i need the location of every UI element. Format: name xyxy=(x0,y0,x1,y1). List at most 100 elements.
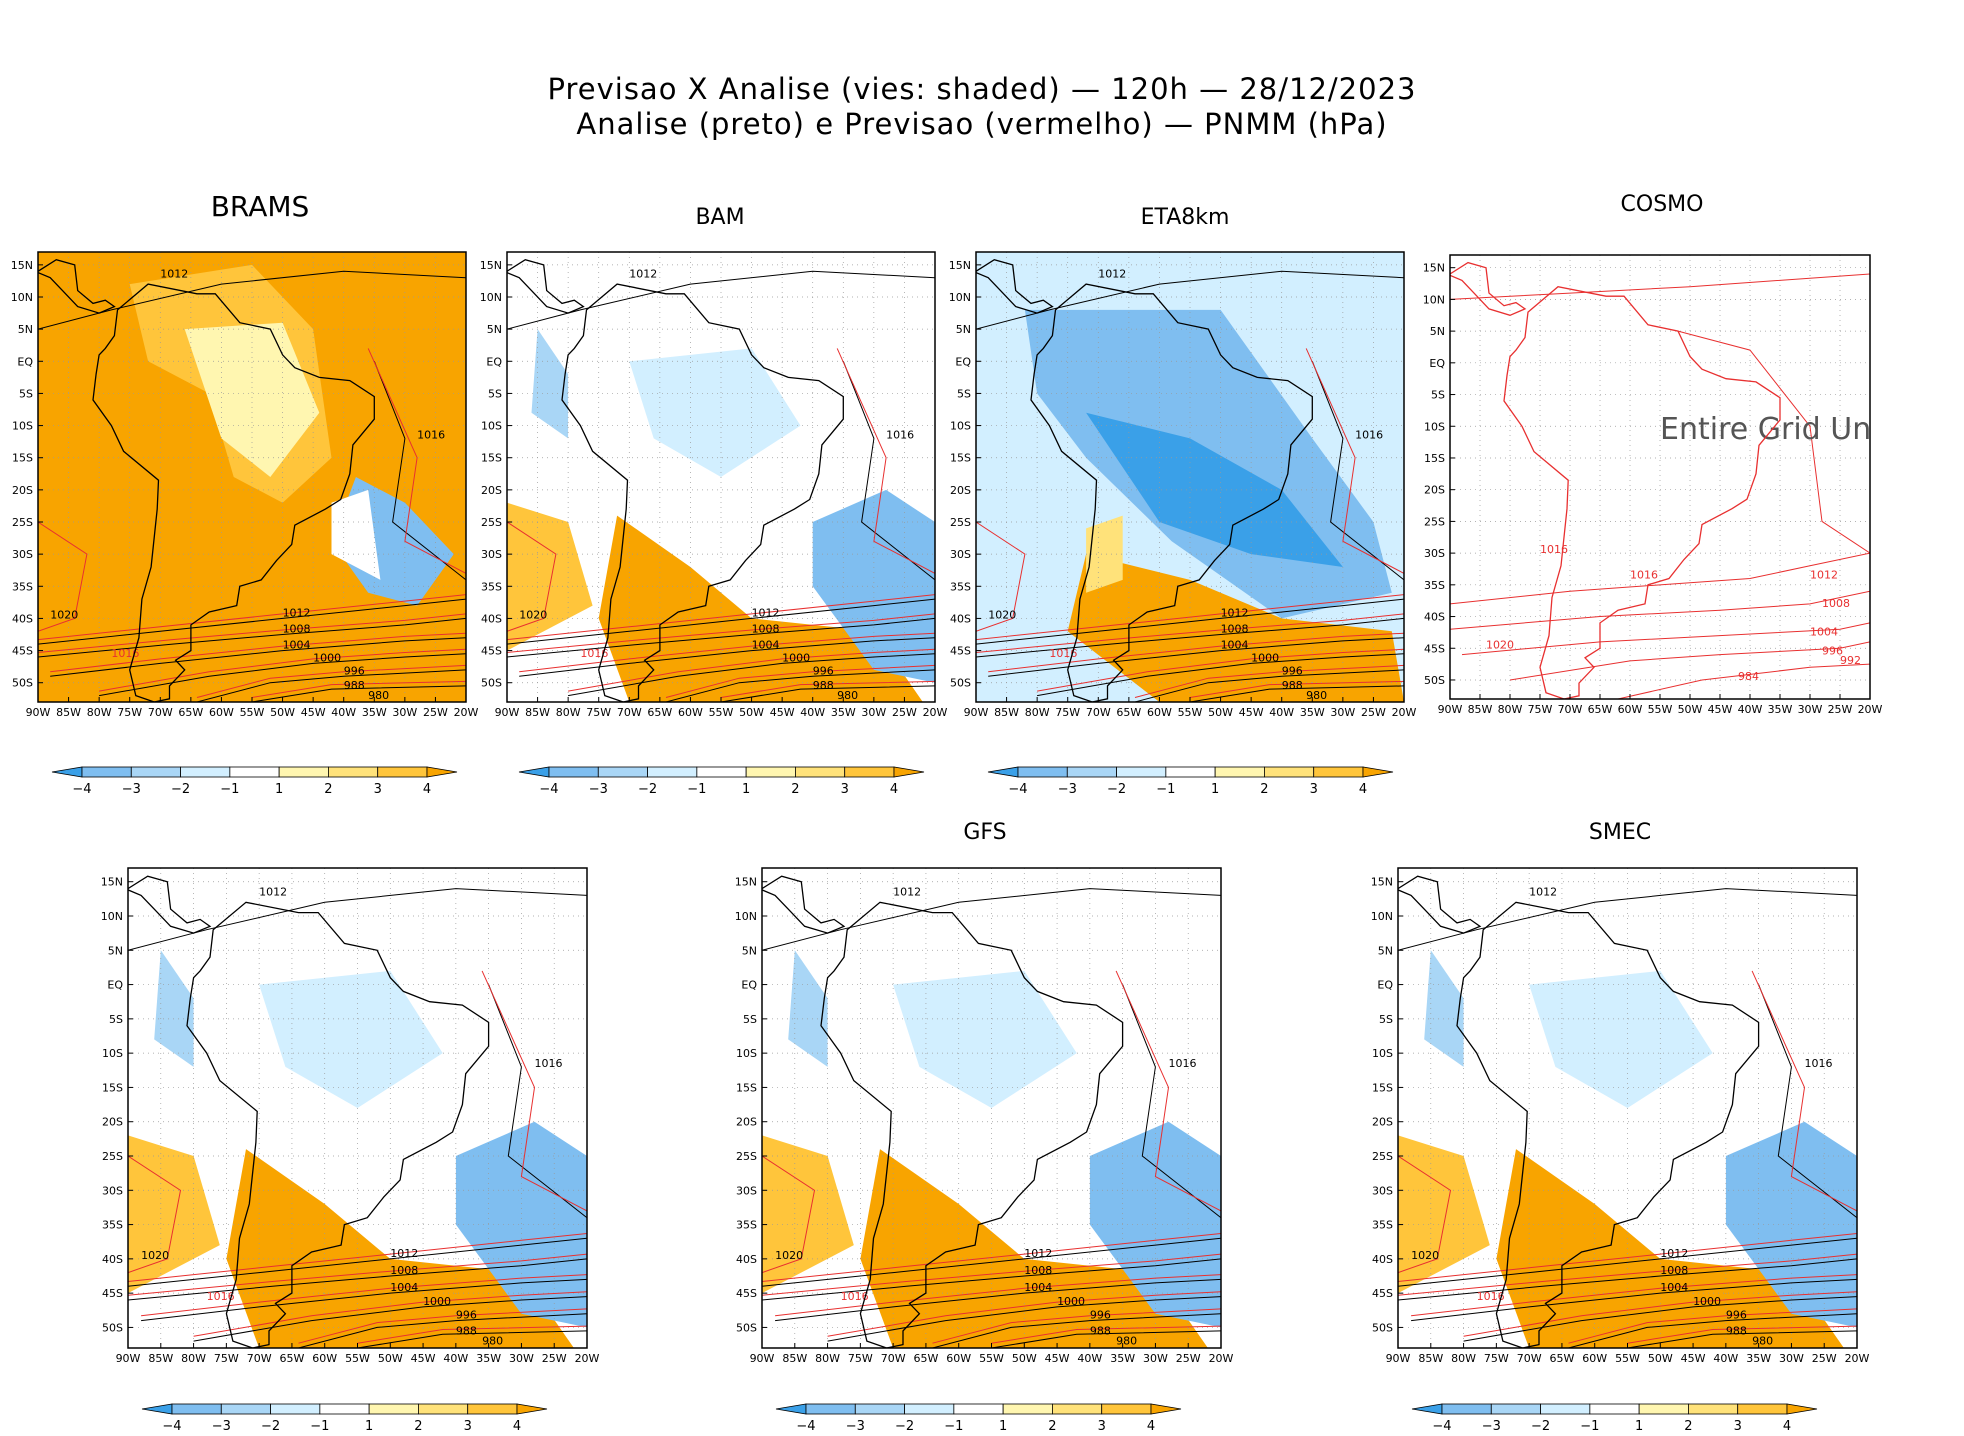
lon-tick-label: 90W xyxy=(26,706,51,719)
isobar-forecast xyxy=(720,680,935,698)
lon-tick-label: 65W xyxy=(1588,703,1613,716)
colorbar-segment xyxy=(1066,766,1117,778)
isobar-analysis xyxy=(196,669,466,702)
colorbar-smec: −4 −3 −2 −1 1 2 3 4 xyxy=(1411,1403,1818,1434)
isobar-forecast xyxy=(519,632,935,673)
lon-tick-label: 45W xyxy=(301,706,326,719)
isobar-analysis xyxy=(38,617,466,658)
lon-tick-label: 20W xyxy=(1858,703,1883,716)
lat-tick-label: 30S xyxy=(736,1184,757,1197)
isobar-forecast xyxy=(38,613,466,653)
lon-tick-label: 85W xyxy=(148,1352,173,1365)
colorbar-label: 1 xyxy=(365,1419,373,1434)
isobar-forecast xyxy=(976,613,1404,653)
colorbar-left-arrow xyxy=(987,766,1019,778)
lon-tick-label: 80W xyxy=(87,706,112,719)
colorbar-label: −1 xyxy=(310,1419,329,1434)
isobar-analysis xyxy=(128,1258,587,1301)
isobar-analysis xyxy=(38,270,466,330)
colorbar-segment xyxy=(368,1403,419,1415)
coastline-hispaniola xyxy=(1546,237,1579,250)
lon-tick-label: 80W xyxy=(1498,703,1523,716)
lat-tick-label: 5N xyxy=(1378,944,1393,957)
isobar-forecast xyxy=(568,648,935,692)
map-background xyxy=(1450,255,1870,699)
colorbar-segment xyxy=(647,766,698,778)
bias-shading xyxy=(531,329,569,439)
panel-title-gfs: GFS xyxy=(963,820,1007,845)
isobar-forecast xyxy=(357,1325,587,1344)
lon-tick-label: 45W xyxy=(1239,706,1264,719)
lat-tick-label: 10N xyxy=(11,291,33,304)
map-panel-smec: 1012100810041000996992101610121020988980… xyxy=(1371,867,1870,1365)
colorbar-left-arrow xyxy=(141,1403,173,1415)
isobar-label: 1000 xyxy=(423,1295,451,1308)
colorbar-segment xyxy=(1638,1403,1689,1415)
lon-tick-label: 20W xyxy=(454,706,479,719)
lon-tick-label: 90W xyxy=(750,1352,775,1365)
lon-tick-label: 25W xyxy=(1176,1352,1201,1365)
undefined-grid-label: Entire Grid Und xyxy=(1660,412,1890,447)
coastline-hispaniola xyxy=(233,849,269,863)
isobar-analysis xyxy=(1398,1237,1857,1287)
colorbar-segment xyxy=(1116,766,1167,778)
isobar-label: 992 xyxy=(587,1319,608,1332)
lat-tick-label: 25S xyxy=(950,516,971,529)
bias-shading xyxy=(154,950,194,1067)
colorbar-segment xyxy=(328,766,379,778)
lat-tick-label: 5S xyxy=(109,1013,123,1026)
lon-tick-label: 60W xyxy=(312,1352,337,1365)
lon-tick-label: 35W xyxy=(1768,703,1793,716)
isobar-analysis xyxy=(519,637,935,677)
colorbar-label: −3 xyxy=(846,1419,865,1434)
isobar-forecast xyxy=(976,521,1026,632)
lat-tick-label: EQ xyxy=(107,979,123,992)
colorbar-bam: −4 −3 −2 −1 1 2 3 4 xyxy=(518,766,925,797)
isobar-forecast xyxy=(991,1325,1221,1344)
lon-tick-label: 55W xyxy=(345,1352,370,1365)
isobar-forecast xyxy=(1677,330,1870,554)
lon-tick-label: 40W xyxy=(331,706,356,719)
colorbar-label: 4 xyxy=(890,782,898,797)
lon-tick-label: 30W xyxy=(1143,1352,1168,1365)
coastline-central-america xyxy=(507,258,585,314)
lon-tick-label: 30W xyxy=(1330,706,1355,719)
colorbar-label: −2 xyxy=(171,782,190,797)
map-panel-eta8km: 1012100810041000996992101610121020988980… xyxy=(949,251,1417,719)
lat-tick-label: 5S xyxy=(19,387,33,400)
coastline-south-america xyxy=(561,283,844,702)
lat-tick-label: 35S xyxy=(1424,579,1445,592)
lat-tick-label: 15S xyxy=(481,452,502,465)
isobar-forecast xyxy=(1305,348,1404,574)
colorbar-label: 2 xyxy=(1260,782,1268,797)
isobar-label: 1016 xyxy=(886,428,914,441)
isobar-label: 1020 xyxy=(141,1249,169,1262)
isobar-forecast xyxy=(251,680,466,698)
isobar-forecast xyxy=(481,970,587,1212)
lat-tick-label: 25S xyxy=(481,516,502,529)
isobar-analysis xyxy=(1758,984,1857,1219)
isobar-forecast xyxy=(38,521,88,632)
lon-tick-label: 70W xyxy=(881,1352,906,1365)
coastline-central-america xyxy=(38,258,116,314)
bias-shading-cold xyxy=(1086,412,1343,567)
lat-tick-label: 35S xyxy=(736,1219,757,1232)
isobar-forecast xyxy=(932,1308,1221,1344)
colorbar-segment xyxy=(1589,1403,1640,1415)
colorbar-gfs: −4 −3 −2 −1 1 2 3 4 xyxy=(775,1403,1182,1434)
lon-tick-label: 65W xyxy=(647,706,672,719)
isobar-label: 1004 xyxy=(752,639,780,652)
lat-tick-label: 45S xyxy=(1372,1287,1393,1300)
lon-tick-label: 85W xyxy=(782,1352,807,1365)
colorbar-left-arrow xyxy=(518,766,550,778)
colorbar-label: 3 xyxy=(374,782,382,797)
colorbar-segment xyxy=(1540,1403,1591,1415)
colorbar-label: −4 xyxy=(72,782,91,797)
lat-tick-label: 10S xyxy=(102,1047,123,1060)
coastline-cuba xyxy=(164,827,230,848)
lat-tick-label: 5N xyxy=(742,944,757,957)
lon-tick-label: 40W xyxy=(1269,706,1294,719)
bias-shading-warm xyxy=(1398,1135,1490,1294)
isobar-label: 1012 xyxy=(1660,1247,1688,1260)
lon-tick-label: 80W xyxy=(1025,706,1050,719)
